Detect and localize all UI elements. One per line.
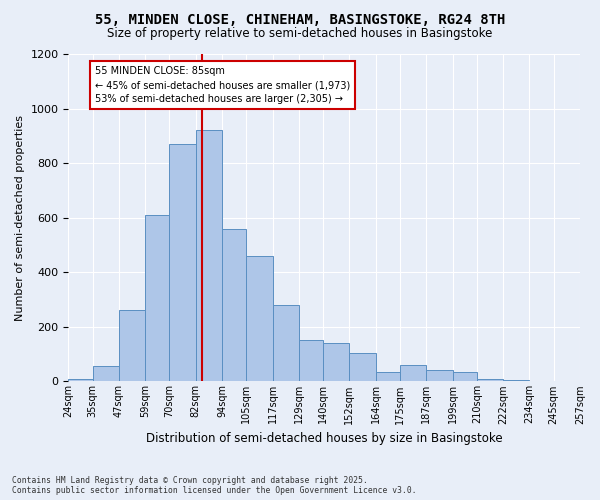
Bar	[145, 215, 169, 382]
Text: Contains HM Land Registry data © Crown copyright and database right 2025.
Contai: Contains HM Land Registry data © Crown c…	[12, 476, 416, 495]
X-axis label: Distribution of semi-detached houses by size in Basingstoke: Distribution of semi-detached houses by …	[146, 432, 503, 445]
Bar	[92, 366, 119, 382]
Bar	[529, 381, 554, 382]
Bar	[323, 343, 349, 382]
Text: 55, MINDEN CLOSE, CHINEHAM, BASINGSTOKE, RG24 8TH: 55, MINDEN CLOSE, CHINEHAM, BASINGSTOKE,…	[95, 12, 505, 26]
Bar	[196, 130, 222, 382]
Bar	[452, 372, 477, 382]
Bar	[299, 340, 323, 382]
Bar	[376, 372, 400, 382]
Text: Size of property relative to semi-detached houses in Basingstoke: Size of property relative to semi-detach…	[107, 28, 493, 40]
Bar	[477, 378, 503, 382]
Bar	[222, 228, 246, 382]
Text: 55 MINDEN CLOSE: 85sqm
← 45% of semi-detached houses are smaller (1,973)
53% of : 55 MINDEN CLOSE: 85sqm ← 45% of semi-det…	[95, 66, 350, 104]
Y-axis label: Number of semi-detached properties: Number of semi-detached properties	[15, 114, 25, 320]
Bar	[169, 144, 196, 382]
Bar	[349, 352, 376, 382]
Bar	[503, 380, 529, 382]
Bar	[427, 370, 452, 382]
Bar	[272, 305, 299, 382]
Bar	[68, 378, 92, 382]
Bar	[246, 256, 272, 382]
Bar	[400, 365, 427, 382]
Bar	[119, 310, 145, 382]
